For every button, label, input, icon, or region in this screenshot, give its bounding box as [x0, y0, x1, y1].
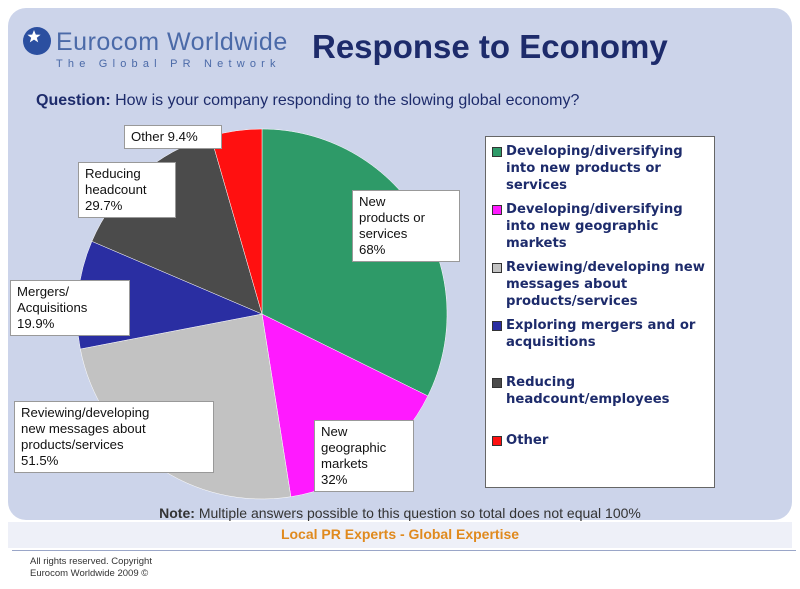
eurocom-logo: Eurocom Worldwide The Global PR Network — [22, 24, 292, 74]
legend-label: Developing/diversifying into new product… — [506, 144, 683, 193]
callout-line: Other 9.4% — [131, 129, 198, 144]
callout-line: 32% — [321, 472, 348, 487]
legend-swatch — [492, 205, 502, 215]
pie-slices — [76, 128, 448, 500]
callout-line: 68% — [359, 242, 386, 257]
page-title: Response to Economy — [312, 28, 668, 65]
copyright-line-1: All rights reserved. Copyright — [30, 556, 152, 567]
callout-new-markets: New geographic markets 32% — [314, 420, 414, 492]
legend-swatch — [492, 436, 502, 446]
slogan-text: Local PR Experts - Global Expertise — [280, 526, 520, 542]
note-text: Multiple answers possible to this questi… — [198, 505, 641, 521]
note-label: Note: — [159, 505, 195, 521]
footer-divider — [12, 550, 796, 551]
chart-note: Note: Multiple answers possible to this … — [0, 505, 800, 521]
question-text: How is your company responding to the sl… — [115, 92, 580, 109]
callout-new-products: New products or services 68% — [352, 190, 460, 262]
callout-line: 29.7% — [85, 198, 123, 213]
legend-label: Developing/diversifying into new geograp… — [506, 202, 683, 251]
legend-label: Other — [506, 433, 549, 448]
legend-label: Exploring mergers and or acquisitions — [506, 318, 696, 350]
callout-line: 51.5% — [21, 453, 59, 468]
callout-line: headcount — [85, 182, 147, 197]
callout-new-messages: Reviewing/developing new messages about pr… — [14, 401, 214, 473]
legend-swatch — [492, 263, 502, 273]
question-label: Question: — [36, 92, 111, 109]
callout-reducing-headcount: Reducing headcount 29.7% — [78, 162, 176, 218]
callout-line: geographic — [321, 440, 387, 455]
callout-line: New — [359, 194, 386, 209]
callout-line: Acquisitions — [17, 300, 88, 315]
legend-swatch — [492, 147, 502, 157]
callout-line: Reducing — [85, 166, 141, 181]
callout-line: new messages about — [21, 421, 146, 436]
brand-name: Eurocom Worldwide — [56, 28, 288, 56]
footer: All rights reserved. Copyright Eurocom W… — [12, 550, 796, 588]
callout-other: Other 9.4% — [124, 125, 222, 149]
callout-line: services — [359, 226, 408, 241]
callout-line: 19.9% — [17, 316, 55, 331]
slogan-bar: Local PR Experts - Global Expertise — [8, 522, 792, 548]
callout-mergers: Mergers/Acquisitions 19.9% — [10, 280, 130, 336]
callout-line: products/services — [21, 437, 124, 452]
globe-star-icon — [23, 27, 51, 55]
callout-line: Mergers/ — [17, 284, 70, 299]
legend-label: Reviewing/developing new messages about … — [506, 260, 705, 309]
copyright-line-2: Eurocom Worldwide 2009 © — [30, 568, 149, 579]
callout-line: New — [321, 424, 348, 439]
callout-line: markets — [321, 456, 368, 471]
chart-legend: Developing/diversifying into new product… — [485, 136, 715, 488]
legend-swatch — [492, 321, 502, 331]
legend-label: Reducing headcount/employees — [506, 375, 670, 407]
brand-tagline: The Global PR Network — [56, 58, 281, 70]
question-line: Question: How is your company responding… — [36, 92, 579, 110]
callout-line: products or — [359, 210, 425, 225]
legend-swatch — [492, 378, 502, 388]
callout-line: Reviewing/developing — [21, 405, 150, 420]
